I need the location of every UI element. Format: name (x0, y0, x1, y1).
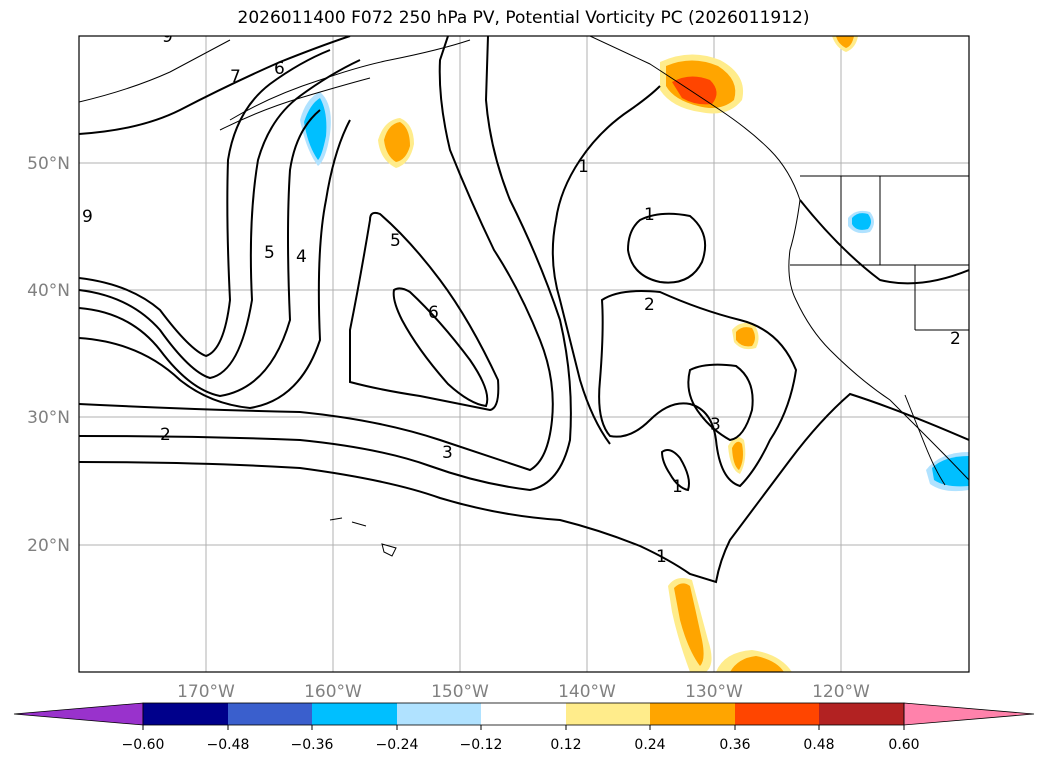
contour-6-inner (392, 287, 489, 408)
contour-3-west (79, 392, 969, 584)
colorbar-cell (312, 703, 397, 725)
contour-label: 5 (390, 231, 401, 251)
contour-label: 9 (82, 207, 93, 227)
contour-label: 7 (230, 67, 241, 87)
contour-1-center (555, 85, 661, 221)
contour-label: 2 (644, 295, 655, 315)
lon-tick-label: 140°W (558, 682, 616, 702)
lat-tick-label: 30°N (27, 408, 70, 428)
alaska-peninsula (219, 77, 371, 131)
colorbar-tick-label: 0.60 (888, 737, 919, 753)
bc-coast (589, 36, 969, 481)
colorbar-tick-label: 0.12 (550, 737, 581, 753)
gridlines (79, 36, 969, 672)
state-borders (790, 176, 969, 331)
lon-tick-label: 120°W (812, 682, 870, 702)
baja (904, 394, 946, 486)
contour-label: 6 (428, 303, 439, 323)
colorbar-tick-label: 0.48 (803, 737, 834, 753)
contour-label: 1 (656, 547, 667, 567)
contour-3-south (79, 36, 554, 472)
lon-tick-label: 150°W (431, 682, 489, 702)
contour-4 (79, 109, 321, 398)
colorbar-tick-label: −0.36 (291, 737, 334, 753)
contour-label: 9 (162, 27, 173, 47)
hawaii (329, 517, 397, 557)
contour-3-loop (687, 363, 754, 442)
colorbar-cell (819, 703, 904, 725)
colorbar-cell (13, 702, 144, 726)
contour-2 (79, 36, 572, 492)
contour-5 (79, 59, 361, 380)
contour-1-west (79, 36, 351, 135)
colorbar-tick-label: −0.48 (207, 737, 250, 753)
colorbar: −0.60 −0.48 −0.36 −0.24 −0.12 0.12 0.24 … (13, 702, 1035, 753)
lon-tick-labels: 170°W 160°W 150°W 140°W 130°W 120°W (177, 682, 870, 702)
contour-label: 3 (710, 415, 721, 435)
colorbar-cell (481, 703, 566, 725)
colorbar-tick-label: −0.12 (460, 737, 503, 753)
contour-2-east (598, 290, 798, 488)
contour-label: 6 (274, 59, 285, 79)
contour-outer-left (79, 49, 331, 358)
chart-title: 2026011400 F072 250 hPa PV, Potential Vo… (237, 8, 810, 28)
contour-1-loop (626, 212, 706, 284)
lat-tick-label: 40°N (27, 281, 70, 301)
lat-tick-labels: 50°N 40°N 30°N 20°N (27, 154, 70, 556)
lat-tick-label: 20°N (27, 536, 70, 556)
colorbar-cell (397, 703, 481, 725)
lon-tick-label: 130°W (685, 682, 743, 702)
contour-label: 3 (442, 443, 453, 463)
colorbar-tick-label: 0.24 (634, 737, 665, 753)
contour-6-outer (349, 211, 500, 412)
lat-tick-label: 50°N (27, 154, 70, 174)
pv-contours (79, 36, 969, 584)
contour-labels: 9 7 6 5 4 5 6 3 2 1 1 2 3 1 1 9 2 (82, 27, 961, 567)
contour-label: 1 (672, 477, 683, 497)
colorbar-tick-label: 0.36 (719, 737, 750, 753)
alaska-coast (79, 39, 471, 121)
colorbar-tick-label: −0.60 (122, 737, 165, 753)
contour-label: 5 (264, 243, 275, 263)
colorbar-cell (735, 703, 819, 725)
colorbar-tick-label: −0.24 (376, 737, 419, 753)
coastlines (79, 36, 969, 557)
colorbar-cell (650, 703, 735, 725)
colorbar-cell (228, 703, 312, 725)
contour-1-small (660, 449, 690, 492)
colorbar-cell (143, 703, 228, 725)
map-frame (78, 35, 970, 673)
colorbar-cell (566, 703, 650, 725)
map-background (79, 36, 969, 672)
contour-label: 2 (160, 425, 171, 445)
lon-tick-label: 170°W (177, 682, 235, 702)
colorbar-cell (903, 702, 1035, 726)
contour-label: 1 (578, 157, 589, 177)
contour-label: 2 (950, 329, 961, 349)
contour-1-coast (551, 199, 969, 445)
lon-tick-label: 160°W (304, 682, 362, 702)
pv-shading (300, 36, 969, 672)
contour-label: 4 (296, 247, 307, 267)
contour-inner-low (79, 119, 351, 410)
contour-label: 1 (644, 205, 655, 225)
